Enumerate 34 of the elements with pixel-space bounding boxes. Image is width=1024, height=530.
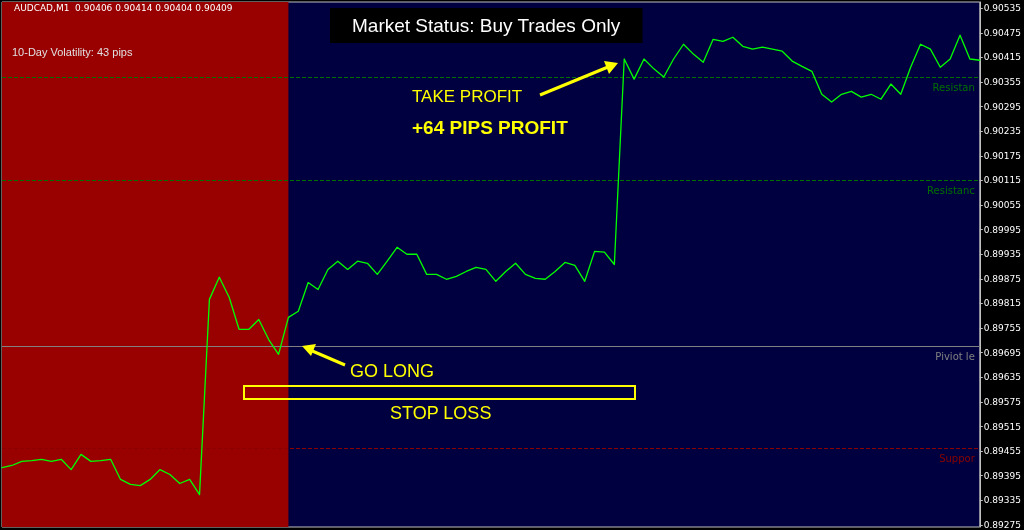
y-tick-label: 0.90235 [983, 126, 1021, 137]
y-tick-label: 0.90355 [983, 76, 1021, 87]
chart-title: AUDCAD,M1 0.90406 0.90414 0.90404 0.90409 [14, 2, 233, 13]
y-tick-label: 0.90415 [983, 52, 1021, 63]
y-tick-label: 0.89455 [983, 446, 1021, 457]
y-tick-label: 0.89755 [983, 323, 1021, 334]
y-tick-label: 0.89875 [983, 273, 1021, 284]
y-tick-label: 0.89575 [983, 396, 1021, 407]
y-tick-label: 0.89275 [983, 519, 1021, 530]
y-tick-label: 0.90535 [983, 3, 1021, 14]
y-tick-label: 0.89635 [983, 372, 1021, 383]
y-tick-label: 0.89995 [983, 224, 1021, 235]
ref-line-label: Resistan [932, 81, 975, 93]
y-tick-label: 0.90475 [983, 27, 1021, 38]
annotation: Market Status: Buy Trades Only [352, 15, 621, 36]
annotation: TAKE PROFIT [412, 87, 523, 106]
ref-line-label: Piviot le [935, 350, 975, 362]
line-series [1, 34, 981, 496]
annotation: STOP LOSS [390, 403, 492, 423]
y-tick-label: 0.90115 [983, 175, 1021, 186]
y-tick-label: 0.90055 [983, 200, 1021, 211]
y-tick-label: 0.89695 [983, 347, 1021, 358]
y-tick-label: 0.89515 [983, 421, 1021, 432]
y-tick-label: 0.89395 [983, 470, 1021, 481]
annotation: +64 PIPS PROFIT [412, 117, 569, 138]
annotation: 10-Day Volatility: 43 pips [12, 45, 133, 58]
y-tick-label: 0.90175 [983, 150, 1021, 161]
annotation: GO LONG [350, 361, 435, 381]
y-tick-label: 0.89335 [983, 495, 1021, 506]
y-tick-label: 0.89815 [983, 298, 1021, 309]
y-tick-label: 0.90295 [983, 101, 1021, 112]
ref-line-label: Resistanc [927, 184, 975, 196]
ref-line-label: Suppor [939, 453, 976, 465]
y-tick-label: 0.89935 [983, 249, 1021, 260]
